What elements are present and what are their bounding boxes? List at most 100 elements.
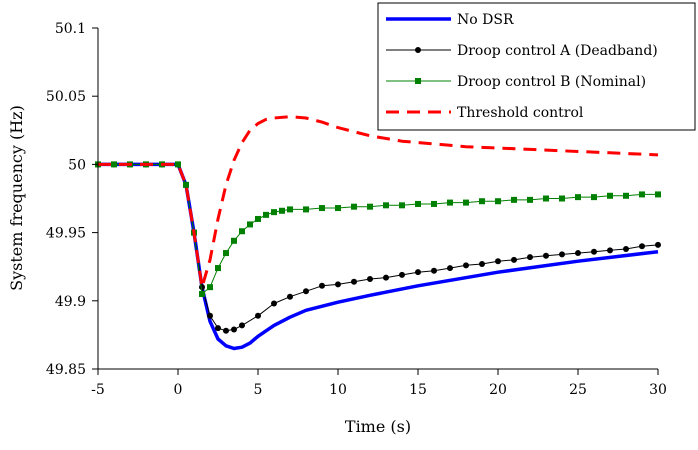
data-point-marker (271, 209, 277, 216)
y-ticks: 49.85 49.9 49.95 50 50.05 50.1 (46, 21, 98, 378)
data-point-marker (367, 275, 373, 282)
data-point-marker (207, 284, 213, 291)
data-point-marker (527, 254, 533, 261)
data-point-marker (335, 205, 341, 212)
data-point-marker (479, 198, 485, 205)
data-point-marker (351, 278, 357, 285)
legend-marker (415, 78, 421, 84)
x-tick-label: 15 (409, 382, 427, 398)
data-point-marker (279, 207, 285, 214)
data-point-marker (559, 251, 565, 258)
data-point-marker (175, 161, 181, 168)
y-tick-label: 50.05 (46, 89, 86, 105)
data-point-marker (199, 284, 205, 291)
legend-entries: No DSR Droop control A (Deadband) Droop co… (386, 12, 658, 121)
x-tick-label: 5 (254, 382, 263, 398)
data-point-marker (271, 300, 277, 307)
x-tick-label: 10 (329, 382, 347, 398)
data-point-marker (447, 265, 453, 272)
data-point-marker (463, 262, 469, 269)
data-point-marker (511, 256, 517, 263)
data-point-marker (239, 322, 245, 329)
x-axis-title: Time (s) (345, 417, 411, 436)
data-point-marker (239, 228, 245, 235)
legend-marker (415, 47, 421, 53)
data-point-marker (303, 206, 309, 213)
data-point-marker (351, 203, 357, 210)
data-point-marker (255, 312, 261, 319)
y-tick-label: 49.95 (46, 226, 86, 242)
data-point-marker (263, 211, 269, 218)
data-point-marker (215, 265, 221, 272)
data-point-marker (575, 250, 581, 257)
data-point-marker (111, 161, 117, 168)
data-point-marker (399, 202, 405, 209)
data-point-marker (655, 241, 661, 248)
x-tick-label: -5 (91, 382, 105, 398)
y-tick-label: 50 (68, 157, 86, 173)
data-point-marker (399, 271, 405, 278)
data-point-marker (511, 196, 517, 203)
series-line-0 (98, 162, 659, 351)
data-point-marker (415, 200, 421, 207)
series-line-2 (98, 163, 658, 295)
data-point-marker (623, 245, 629, 252)
data-point-marker (383, 202, 389, 209)
legend-label-2: Droop control B (Nominal) (457, 74, 646, 90)
series-line-1 (98, 163, 659, 332)
data-point-marker (479, 260, 485, 267)
data-point-marker (495, 198, 501, 205)
data-point-marker (223, 250, 229, 257)
legend-box (377, 2, 696, 131)
data-point-marker (215, 325, 221, 332)
data-point-marker (575, 194, 581, 201)
data-point-marker (247, 221, 253, 228)
data-point-marker (287, 206, 293, 213)
data-point-marker (591, 194, 597, 201)
data-point-marker (527, 196, 533, 203)
data-point-marker (415, 269, 421, 276)
x-tick-label: 0 (174, 382, 183, 398)
data-point-marker (319, 205, 325, 212)
data-point-marker (303, 288, 309, 295)
data-point-marker (543, 252, 549, 259)
data-point-marker (431, 200, 437, 207)
data-point-marker (639, 191, 645, 198)
data-point-marker (431, 267, 437, 274)
y-axis-title: System frequency (Hz) (7, 105, 26, 291)
data-point-marker (591, 248, 597, 255)
data-point-marker (231, 326, 237, 333)
y-tick-label: 49.85 (46, 362, 86, 378)
axes (97, 28, 658, 370)
data-point-marker (383, 274, 389, 281)
y-tick-label: 49.9 (55, 294, 86, 310)
data-point-marker (655, 191, 661, 198)
data-point-marker (543, 195, 549, 202)
data-point-marker (207, 312, 213, 319)
legend: No DSR Droop control A (Deadband) Droop co… (377, 2, 696, 131)
x-ticks: -5 0 5 10 15 20 25 30 (91, 369, 667, 398)
plot-series-layer (95, 115, 661, 351)
x-tick-label: 25 (569, 382, 587, 398)
data-point-marker (639, 243, 645, 250)
data-point-marker (447, 199, 453, 206)
data-point-marker (607, 247, 613, 254)
data-point-marker (287, 293, 293, 300)
y-tick-label: 50.1 (55, 21, 86, 37)
legend-label-0: No DSR (457, 12, 514, 28)
data-point-marker (183, 181, 189, 188)
data-point-marker (559, 195, 565, 202)
data-point-marker (335, 281, 341, 288)
legend-label-1: Droop control A (Deadband) (457, 43, 658, 59)
data-point-marker (623, 192, 629, 199)
legend-label-3: Threshold control (457, 105, 584, 121)
data-point-marker (367, 203, 373, 210)
data-point-marker (231, 237, 237, 244)
data-point-marker (255, 215, 261, 222)
series-line-3 (98, 115, 659, 289)
data-point-marker (495, 258, 501, 265)
data-point-marker (463, 199, 469, 206)
data-point-marker (199, 290, 205, 297)
data-point-marker (223, 327, 229, 334)
